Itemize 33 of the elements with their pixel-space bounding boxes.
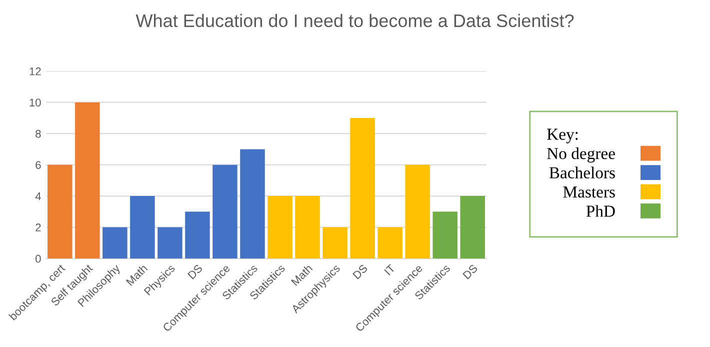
y-tick-label: 2 [36,224,41,232]
x-tick-label: IT [384,264,396,276]
y-tick-label: 8 [36,130,41,138]
legend-label: PhD [586,205,615,217]
bar [102,227,128,259]
bar [405,164,430,259]
bar [322,227,348,259]
bar [75,102,100,259]
x-tick-label: DS [187,264,203,280]
bar [295,196,320,259]
y-tick-label: 4 [35,192,41,200]
bar [432,212,458,259]
y-tick-label: 6 [36,161,41,169]
bar [130,196,155,259]
legend-label: No degree [547,147,615,163]
y-tick-label: 12 [30,67,41,76]
bar [268,196,292,259]
legend-title: Key: [547,128,578,144]
legend-label: Bachelors [549,166,615,178]
x-tick-label: DS [462,264,478,280]
chart-title: What Education do I need to become a Data Scientist? [136,14,574,28]
y-tick-label: 0 [36,254,41,263]
y-tick-label: 10 [30,98,41,106]
bar [460,196,485,259]
bar [212,164,238,259]
bar [158,227,182,259]
legend-label: Masters [563,186,615,198]
bar [350,118,375,259]
bar [240,149,265,259]
x-tick-label: DS [352,264,368,280]
bar [48,164,72,259]
bar [378,227,402,259]
bar [185,212,210,259]
